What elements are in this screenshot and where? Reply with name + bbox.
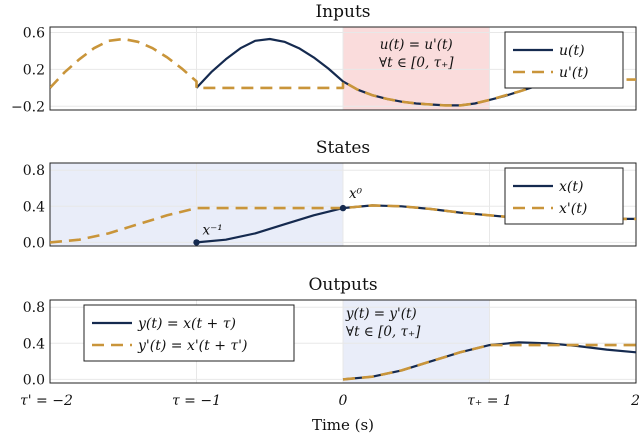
point-label: x⁻¹ — [203, 222, 223, 238]
x-axis: τ' = −2 τ = −1 0 τ₊ = 1 2 Time (s) — [20, 393, 640, 434]
legend-entry: x(t) — [559, 179, 583, 195]
axes-frame — [49, 26, 637, 111]
panel-states: 0.8 0.4 0.0 States x⁻¹ x⁰ x(t) x'(t) — [23, 138, 637, 251]
region-annotation: ∀t ∈ [0, τ₊] — [346, 324, 421, 340]
x-tick-label: τ' = −2 — [20, 393, 73, 409]
state-point — [339, 204, 347, 212]
y-tick-label: 0.0 — [23, 235, 45, 251]
panel-title: Outputs — [308, 275, 377, 295]
panel-title: Inputs — [315, 2, 370, 22]
y-tick-label: 0.2 — [23, 62, 45, 78]
legend-entry: x'(t) — [559, 201, 587, 217]
region-annotation: y(t) = y'(t) — [345, 306, 417, 322]
legend-entry: u(t) — [559, 43, 585, 59]
legend-box — [504, 31, 624, 89]
legend: x(t) x'(t) — [504, 167, 624, 225]
legend-entry: y(t) = x(t + τ) — [137, 316, 236, 332]
shaded-region — [343, 300, 490, 383]
y-tick-label: 0.6 — [23, 26, 45, 42]
x-tick-label: τ₊ = 1 — [467, 393, 512, 409]
y-tick-label: 0.8 — [23, 163, 45, 179]
legend-box — [504, 167, 624, 225]
y-tick-label: 0.4 — [23, 336, 45, 352]
region-annotation: u(t) = u'(t) — [380, 37, 453, 53]
legend-entry: u'(t) — [559, 65, 588, 81]
legend-entry: y'(t) = x'(t + τ') — [137, 338, 247, 354]
x-tick-label: 0 — [339, 393, 348, 409]
region-annotation: ∀t ∈ [0, τ₊] — [379, 55, 454, 71]
y-tick-label: −0.2 — [11, 99, 45, 115]
point-label: x⁰ — [349, 186, 363, 202]
legend: y(t) = x(t + τ) y'(t) = x'(t + τ') — [83, 304, 295, 362]
legend-box — [83, 304, 295, 362]
state-point — [193, 239, 200, 246]
axes-frame — [49, 162, 637, 247]
panel-outputs: 0.8 0.4 0.0 Outputs y(t) = y'(t) ∀t ∈ [0, τ₊]… — [23, 275, 637, 388]
y-tick-label: 0.4 — [23, 199, 45, 215]
panel-inputs: 0.6 0.2 −0.2 Inputs u(t) = u'(t) ∀t ∈ [0, τ₊]… — [11, 2, 637, 115]
axes-frame — [49, 299, 637, 384]
y-tick-label: 0.8 — [23, 300, 45, 316]
panel-title: States — [316, 138, 370, 158]
x-tick-label: τ = −1 — [172, 393, 221, 409]
legend: u(t) u'(t) — [504, 31, 624, 89]
series-line-shifted — [342, 343, 636, 381]
y-tick-label: 0.0 — [23, 372, 45, 388]
x-axis-label: Time (s) — [312, 416, 374, 434]
shaded-region — [343, 27, 490, 110]
x-tick-label: 2 — [630, 393, 640, 409]
